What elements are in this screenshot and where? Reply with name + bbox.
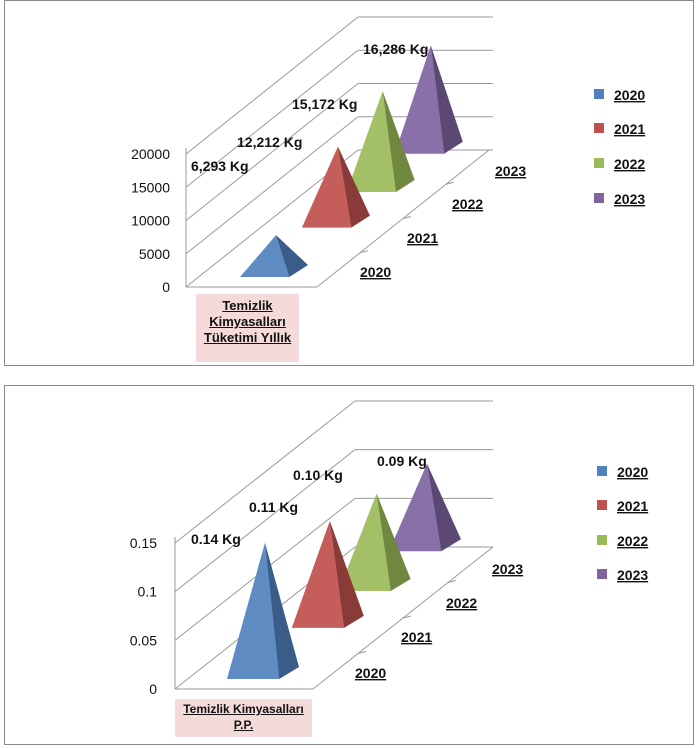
legend-swatch-2023 — [594, 193, 604, 203]
pyramid-face-front — [291, 520, 344, 628]
y-tick-label: 0.05 — [130, 632, 157, 648]
pyramid-bar-2022 — [346, 91, 415, 193]
data-label-2020: 0.14 Kg — [191, 531, 241, 547]
depth-axis-label-2021: 2021 — [401, 629, 432, 645]
chart-svg-annual: 0 5000 10000 15000 20000 6,293 Kg 12,212 Kg 15,… — [131, 16, 645, 295]
y-tick-label: 0.15 — [130, 535, 157, 551]
pyramid-face-front — [227, 542, 280, 679]
legend-label-2023: 2023 — [614, 191, 645, 207]
legend-label-2020: 2020 — [614, 87, 645, 103]
pyramid-face-front — [346, 91, 396, 193]
pyramid-face-side — [276, 235, 308, 277]
pyramid-face-side — [376, 493, 411, 591]
depth-tick — [357, 651, 367, 654]
legend-swatch-2021 — [594, 123, 604, 133]
category-label-line: P.P. — [233, 718, 254, 732]
y-tick-label: 5000 — [139, 246, 170, 262]
pyramid-bar-2021 — [301, 146, 370, 228]
chart-svg-per-person: 0 0.05 0.1 0.15 0.14 Kg 0.11 Kg 0.10 Kg 0.09 Kg… — [130, 400, 648, 697]
depth-axis-label-2020: 2020 — [355, 665, 386, 681]
category-label-line: Temizlik — [222, 298, 273, 313]
depth-tick — [359, 250, 369, 254]
pyramid-face-front — [394, 45, 445, 154]
category-label-line: Tüketimi Yıllık — [203, 330, 292, 345]
y-tick-label: 20000 — [131, 146, 170, 162]
y-tick-label: 15000 — [131, 179, 170, 195]
legend-label-2023: 2023 — [617, 567, 648, 583]
pyramid-face-front — [338, 493, 391, 591]
category-label-box: Temizlik Kimyasalları P.P. — [175, 699, 312, 737]
chart-panel-annual-consumption: 0 5000 10000 15000 20000 6,293 Kg 12,212 Kg 15,… — [4, 0, 694, 366]
legend-swatch-2022 — [597, 535, 607, 545]
pyramid-face-front — [240, 235, 290, 277]
pyramid-face-side — [265, 542, 299, 679]
data-label-2020: 6,293 Kg — [191, 158, 249, 174]
y-tick-label: 0.1 — [138, 584, 158, 600]
legend-label-2020: 2020 — [617, 464, 648, 480]
legend-swatch-2022 — [594, 158, 604, 168]
pyramid-face-side — [427, 463, 461, 552]
y-tick-label: 10000 — [131, 213, 170, 229]
pyramid-bar-2023 — [394, 45, 463, 154]
depth-tick — [445, 181, 455, 185]
legend-swatch-2020 — [594, 89, 604, 99]
data-label-2023: 0.09 Kg — [377, 453, 427, 469]
y-tick-label: 0 — [162, 279, 170, 295]
pyramid-face-side — [430, 45, 463, 154]
legend-label-2021: 2021 — [614, 121, 645, 137]
depth-axis-label-2022: 2022 — [446, 595, 477, 611]
depth-axis-label-2021: 2021 — [407, 230, 438, 246]
chart-panel-per-person: 0 0.05 0.1 0.15 0.14 Kg 0.11 Kg 0.10 Kg 0.09 Kg… — [4, 385, 694, 745]
depth-axis-label-2023: 2023 — [495, 163, 526, 179]
pyramid-bar-2020 — [240, 235, 308, 277]
gridline-diagonal — [185, 16, 359, 155]
gridline-diagonal — [185, 116, 359, 255]
legend-label-2022: 2022 — [614, 156, 645, 172]
gridline-diagonal — [185, 49, 359, 188]
pyramid-face-front — [301, 146, 352, 228]
pyramid-face-side — [337, 146, 370, 228]
depth-tick — [402, 216, 412, 219]
depth-axis-label-2022: 2022 — [452, 196, 483, 212]
category-label-line: Temizlik Kimyasalları — [183, 702, 304, 716]
pyramid-bar-2021 — [291, 520, 364, 628]
legend-swatch-2020 — [597, 466, 607, 476]
legend-label-2021: 2021 — [617, 498, 648, 514]
data-label-2021: 0.11 Kg — [249, 499, 298, 515]
pyramid-bar-2020 — [227, 542, 299, 679]
depth-tick — [402, 615, 412, 619]
depth-axis-label-2020: 2020 — [360, 264, 391, 280]
gridline-diagonal — [174, 400, 356, 544]
pyramid-face-front — [389, 463, 442, 552]
data-label-2023: 16,286 Kg — [363, 41, 428, 57]
pyramid-face-side — [382, 91, 415, 193]
legend-swatch-2023 — [597, 569, 607, 579]
legend-swatch-2021 — [597, 500, 607, 510]
gridline-diagonal — [174, 449, 356, 593]
pyramid-face-side — [329, 520, 364, 628]
legend-label-2022: 2022 — [617, 533, 648, 549]
data-label-2021: 12,212 Kg — [237, 134, 302, 150]
data-label-2022: 15,172 Kg — [292, 96, 357, 112]
category-label-box: Temizlik Kimyasalları Tüketimi Yıllık — [196, 294, 299, 362]
category-label-line: Kimyasalları — [209, 314, 286, 329]
pyramid-bar-2022 — [338, 493, 411, 591]
y-tick-label: 0 — [149, 681, 157, 697]
pyramid-bar-2023 — [389, 463, 461, 552]
gridline-diagonal — [185, 83, 359, 221]
data-label-2022: 0.10 Kg — [293, 467, 343, 483]
depth-axis-label-2023: 2023 — [492, 561, 523, 577]
depth-tick — [447, 580, 457, 583]
